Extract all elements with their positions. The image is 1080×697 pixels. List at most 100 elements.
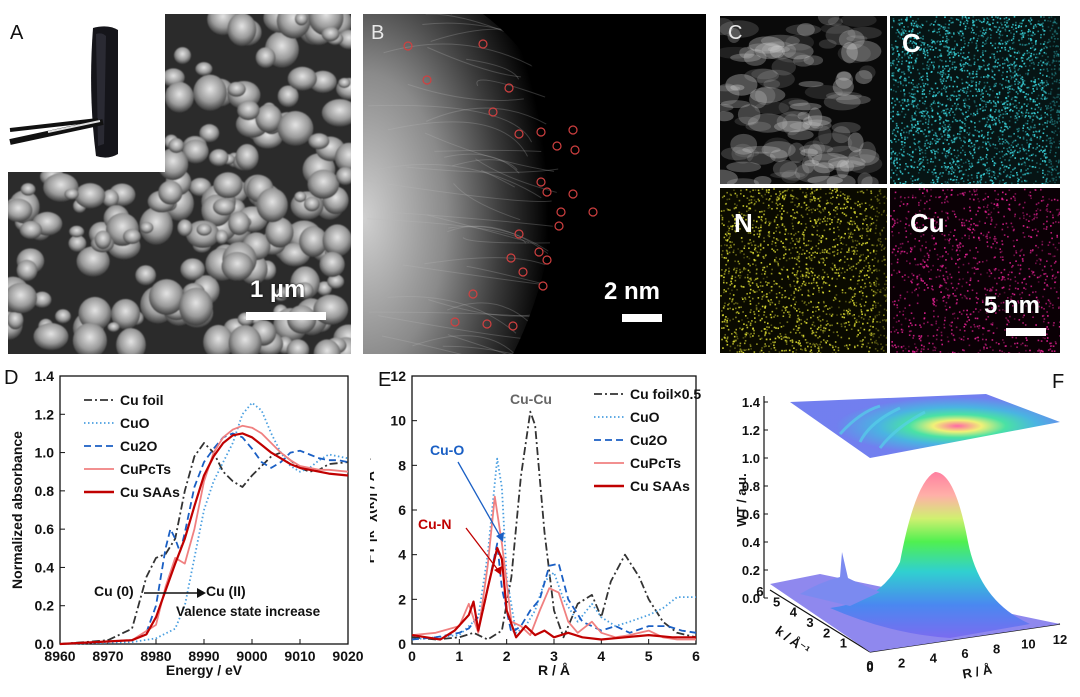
sem-particle [213, 172, 243, 199]
eds-pixel [901, 56, 904, 59]
eds-pixel [1021, 34, 1024, 36]
eds-pixel [964, 151, 966, 154]
eds-pixel [972, 114, 975, 117]
eds-pixel [946, 32, 949, 34]
eds-pixel [976, 172, 978, 175]
eds-pixel [1043, 41, 1046, 43]
eds-pixel [1015, 78, 1018, 81]
eds-pixel [1044, 111, 1046, 114]
eds-pixel [811, 351, 813, 353]
eds-pixel [738, 262, 741, 265]
eds-pixel [1006, 76, 1008, 78]
eds-pixel [789, 252, 792, 254]
eds-pixel [997, 62, 999, 64]
eds-pixel [905, 32, 908, 35]
eds-pixel [831, 246, 834, 248]
eds-pixel [840, 242, 842, 244]
eds-pixel [919, 140, 921, 143]
eds-pixel [1037, 61, 1040, 64]
eds-pixel [960, 35, 963, 37]
eds-pixel [892, 18, 895, 20]
eds-pixel [797, 257, 800, 259]
eds-pixel [836, 249, 839, 251]
eds-pixel [924, 149, 927, 152]
eds-pixel [962, 34, 965, 36]
eds-pixel [972, 77, 975, 79]
eds-pixel [1024, 324, 1027, 326]
eds-pixel [876, 244, 879, 247]
eds-pixel [746, 317, 749, 319]
eds-pixel [1057, 55, 1060, 57]
eds-pixel [1018, 352, 1021, 353]
eds-pixel [928, 65, 930, 68]
eds-pixel [891, 97, 894, 100]
eds-pixel [868, 266, 870, 269]
eds-pixel [757, 227, 760, 229]
eds-pixel [992, 131, 995, 133]
eds-pixel [1013, 16, 1016, 18]
eds-pixel [985, 42, 988, 45]
eds-pixel [914, 93, 916, 95]
eds-pixel [922, 41, 924, 44]
eds-pixel [843, 261, 846, 263]
eds-pixel [822, 235, 824, 238]
eds-pixel [891, 102, 893, 104]
eds-pixel [980, 176, 982, 179]
eds-pixel [900, 18, 903, 21]
eds-pixel [986, 137, 989, 140]
eds-pixel [904, 77, 906, 80]
eds-pixel [1036, 56, 1039, 59]
eds-pixel [865, 295, 868, 298]
eds-pixel [734, 285, 736, 287]
eds-pixel [822, 300, 825, 303]
eds-pixel [977, 147, 980, 150]
eds-pixel [760, 262, 763, 264]
eds-pixel [972, 134, 974, 137]
eds-pixel [974, 129, 977, 131]
eds-pixel [931, 110, 934, 112]
eds-pixel [775, 293, 778, 295]
eds-pixel [788, 349, 791, 352]
eds-pixel [818, 235, 821, 238]
eds-pixel [918, 147, 921, 150]
eds-pixel [785, 343, 788, 346]
eds-pixel [919, 163, 921, 165]
eds-pixel [959, 125, 962, 128]
eds-pixel [840, 220, 842, 223]
eds-pixel [921, 192, 924, 194]
eds-pixel [1044, 116, 1047, 119]
eds-pixel [854, 322, 856, 325]
eds-pixel [1022, 91, 1024, 93]
eds-pixel [1022, 82, 1025, 85]
eds-pixel [937, 56, 939, 58]
eds-pixel [1004, 122, 1006, 125]
eds-pixel [926, 162, 929, 164]
eds-pixel [890, 215, 892, 217]
eds-pixel [1032, 165, 1034, 168]
eds-pixel [741, 328, 743, 331]
eds-pixel [1018, 151, 1021, 154]
eds-pixel [814, 251, 816, 254]
eds-pixel [873, 332, 875, 335]
eds-pixel [835, 191, 837, 193]
eds-pixel [826, 320, 828, 322]
eds-pixel [906, 52, 909, 55]
eds-pixel [879, 304, 882, 307]
eds-pixel [779, 258, 781, 260]
eds-pixel [821, 239, 823, 242]
sem-particle [294, 191, 307, 203]
eds-pixel [721, 321, 724, 323]
eds-pixel [1031, 121, 1034, 123]
eds-pixel [981, 146, 984, 149]
haadf-texture [820, 23, 850, 34]
eds-pixel [957, 167, 960, 169]
eds-pixel [923, 266, 926, 268]
eds-pixel [836, 243, 839, 246]
eds-pixel [975, 81, 978, 84]
eds-pixel [827, 323, 829, 325]
eds-pixel [1009, 103, 1012, 106]
eds-pixel [949, 162, 951, 164]
eds-pixel [944, 152, 947, 155]
eds-pixel [915, 38, 918, 40]
eds-pixel [985, 103, 987, 106]
